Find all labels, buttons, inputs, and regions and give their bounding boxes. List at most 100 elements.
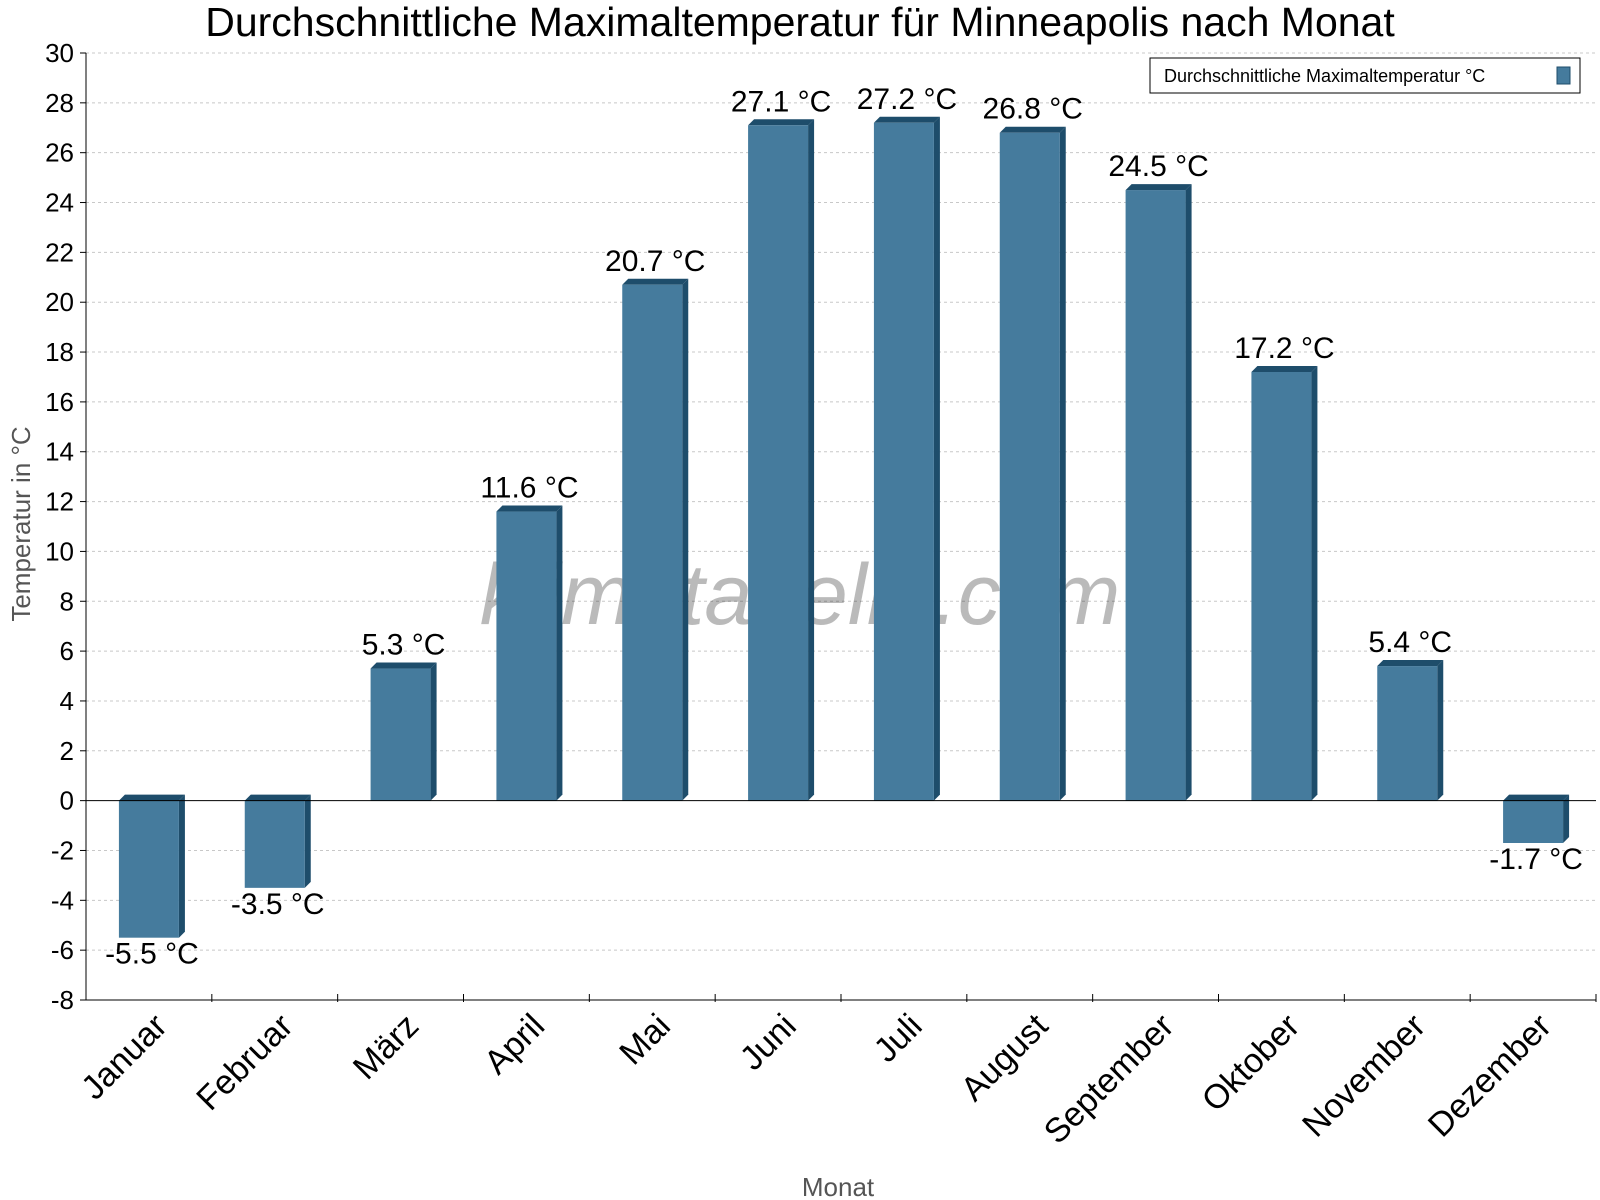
- bar-top: [1125, 184, 1192, 191]
- bar-front: [1125, 190, 1186, 801]
- data-label: 5.4 °C: [1368, 626, 1452, 659]
- data-label: 26.8 °C: [983, 93, 1083, 126]
- data-label: 27.2 °C: [857, 83, 957, 116]
- y-tick-label: 2: [60, 736, 74, 766]
- data-label: 27.1 °C: [731, 85, 831, 118]
- x-tick-label: Mai: [612, 1007, 678, 1073]
- data-label: 20.7 °C: [605, 245, 705, 278]
- bar-top: [1503, 794, 1570, 801]
- data-label: 17.2 °C: [1234, 332, 1334, 365]
- bars: [118, 116, 1570, 938]
- data-label: -5.5 °C: [105, 938, 199, 971]
- bar-front: [496, 511, 557, 801]
- bar-april: [496, 505, 563, 801]
- grid-lines: [86, 52, 1596, 951]
- bar-januar: [118, 794, 185, 938]
- bar-oktober: [1251, 365, 1318, 801]
- bar-front: [118, 800, 179, 938]
- x-tick-label: November: [1295, 1007, 1433, 1145]
- bar-juli: [873, 116, 940, 801]
- bar-front: [873, 122, 934, 801]
- y-tick-label: 16: [45, 387, 74, 417]
- x-tick-label: März: [346, 1007, 426, 1087]
- y-tick-label: 20: [45, 287, 74, 317]
- y-tick-label: 12: [45, 487, 74, 517]
- y-tick-label: 6: [60, 636, 74, 666]
- bar-märz: [370, 662, 437, 801]
- data-label: 24.5 °C: [1108, 150, 1208, 183]
- legend-swatch: [1556, 66, 1571, 85]
- bar-top: [244, 794, 311, 801]
- bar-side: [1437, 660, 1444, 801]
- bar-front: [999, 132, 1060, 801]
- x-tick-label: Januar: [74, 1007, 174, 1107]
- bar-mai: [622, 278, 689, 801]
- y-tick-label: -2: [51, 835, 74, 865]
- bar-november: [1377, 660, 1444, 801]
- bar-september: [1125, 184, 1192, 801]
- y-tick-label: 28: [45, 88, 74, 118]
- y-tick-label: 14: [45, 437, 74, 467]
- x-tick-label: April: [477, 1007, 552, 1082]
- x-tick-label: Juli: [867, 1007, 930, 1070]
- bar-top: [1251, 365, 1318, 372]
- bar-dezember: [1503, 794, 1570, 843]
- y-tick-label: 4: [60, 686, 74, 716]
- data-label: -3.5 °C: [231, 888, 325, 921]
- x-tick-label: Juni: [733, 1007, 804, 1078]
- bar-side: [430, 662, 437, 801]
- bar-top: [370, 662, 437, 669]
- y-tick-label: 30: [45, 38, 74, 68]
- bar-front: [370, 668, 431, 801]
- bar-front: [622, 284, 683, 801]
- bar-side: [1059, 126, 1066, 801]
- bar-side: [304, 794, 311, 888]
- bar-top: [748, 119, 815, 126]
- legend-entry-label: Durchschnittliche Maximaltemperatur °C: [1164, 66, 1485, 86]
- bar-front: [1503, 800, 1564, 843]
- y-axis-title: Temperatur in °C: [6, 426, 36, 621]
- x-tick-label: Dezember: [1421, 1007, 1559, 1145]
- y-tick-label: 26: [45, 138, 74, 168]
- y-tick-label: 18: [45, 337, 74, 367]
- x-tick-label: Februar: [189, 1007, 300, 1118]
- bar-top: [496, 505, 563, 512]
- data-label: 5.3 °C: [362, 629, 446, 662]
- bar-front: [1251, 371, 1312, 801]
- bar-top: [118, 794, 185, 801]
- bar-top: [1377, 660, 1444, 667]
- bar-top: [873, 116, 940, 123]
- bar-side: [178, 794, 185, 938]
- bar-august: [999, 126, 1066, 801]
- x-tick-label: Oktober: [1195, 1007, 1307, 1119]
- bar-side: [1563, 794, 1570, 843]
- bar-februar: [244, 794, 311, 888]
- data-label: -1.7 °C: [1489, 843, 1583, 876]
- y-tick-label: 0: [60, 786, 74, 816]
- legend: Durchschnittliche Maximaltemperatur °C: [1149, 57, 1581, 94]
- bar-side: [808, 119, 815, 801]
- bar-side: [1185, 184, 1192, 801]
- bar-top: [622, 278, 689, 285]
- legend-box: [1149, 57, 1581, 94]
- x-axis-title: Monat: [802, 1172, 875, 1200]
- bar-juni: [748, 119, 815, 801]
- data-label: 11.6 °C: [480, 472, 578, 505]
- y-tick-label: 8: [60, 586, 74, 616]
- y-tick-label: -6: [51, 935, 74, 965]
- bar-front: [748, 125, 809, 801]
- y-tick-label: 24: [45, 188, 74, 218]
- chart-title: Durchschnittliche Maximaltemperatur für …: [205, 0, 1395, 45]
- y-tick-label: -4: [51, 885, 74, 915]
- x-tick-label: August: [954, 1006, 1056, 1108]
- bar-side: [682, 278, 689, 801]
- bar-side: [556, 505, 563, 801]
- y-tick-label: 22: [45, 237, 74, 267]
- bar-front: [244, 800, 305, 888]
- x-tick-label: September: [1037, 1007, 1181, 1151]
- bar-top: [999, 126, 1066, 133]
- y-tick-label: 10: [45, 536, 74, 566]
- data-labels: -5.5 °C -3.5 °C 5.3 °C 11.6 °C 20.7 °C 27.1 °…: [105, 83, 1583, 971]
- bar-side: [933, 116, 940, 801]
